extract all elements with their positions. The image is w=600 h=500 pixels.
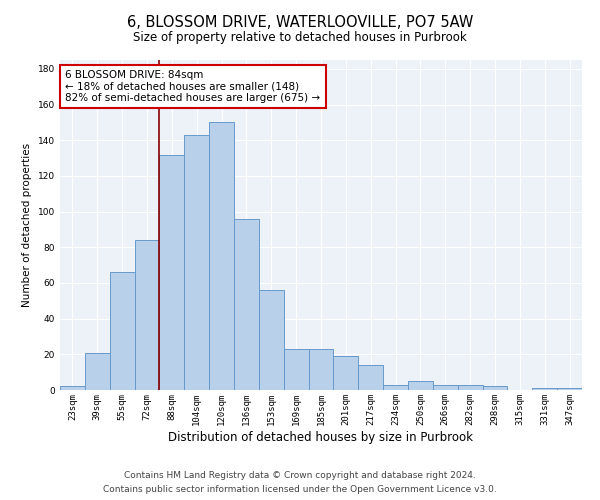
Bar: [408, 381, 433, 390]
Bar: [160, 154, 184, 390]
Bar: [259, 290, 284, 390]
Bar: [85, 352, 110, 390]
Text: 6, BLOSSOM DRIVE, WATERLOOVILLE, PO7 5AW: 6, BLOSSOM DRIVE, WATERLOOVILLE, PO7 5AW: [127, 15, 473, 30]
Text: Size of property relative to detached houses in Purbrook: Size of property relative to detached ho…: [133, 31, 467, 44]
Bar: [110, 272, 134, 390]
Bar: [60, 386, 85, 390]
Bar: [482, 386, 508, 390]
Bar: [458, 384, 482, 390]
Bar: [383, 384, 408, 390]
Text: Contains HM Land Registry data © Crown copyright and database right 2024.: Contains HM Land Registry data © Crown c…: [124, 472, 476, 480]
Bar: [284, 349, 308, 390]
Text: 6 BLOSSOM DRIVE: 84sqm
← 18% of detached houses are smaller (148)
82% of semi-de: 6 BLOSSOM DRIVE: 84sqm ← 18% of detached…: [65, 70, 320, 103]
Bar: [532, 388, 557, 390]
Bar: [209, 122, 234, 390]
Bar: [557, 388, 582, 390]
Bar: [234, 219, 259, 390]
Bar: [358, 365, 383, 390]
Bar: [134, 240, 160, 390]
Text: Contains public sector information licensed under the Open Government Licence v3: Contains public sector information licen…: [103, 484, 497, 494]
Bar: [184, 135, 209, 390]
Bar: [433, 384, 458, 390]
Y-axis label: Number of detached properties: Number of detached properties: [22, 143, 32, 307]
Bar: [334, 356, 358, 390]
Bar: [308, 349, 334, 390]
X-axis label: Distribution of detached houses by size in Purbrook: Distribution of detached houses by size …: [169, 430, 473, 444]
